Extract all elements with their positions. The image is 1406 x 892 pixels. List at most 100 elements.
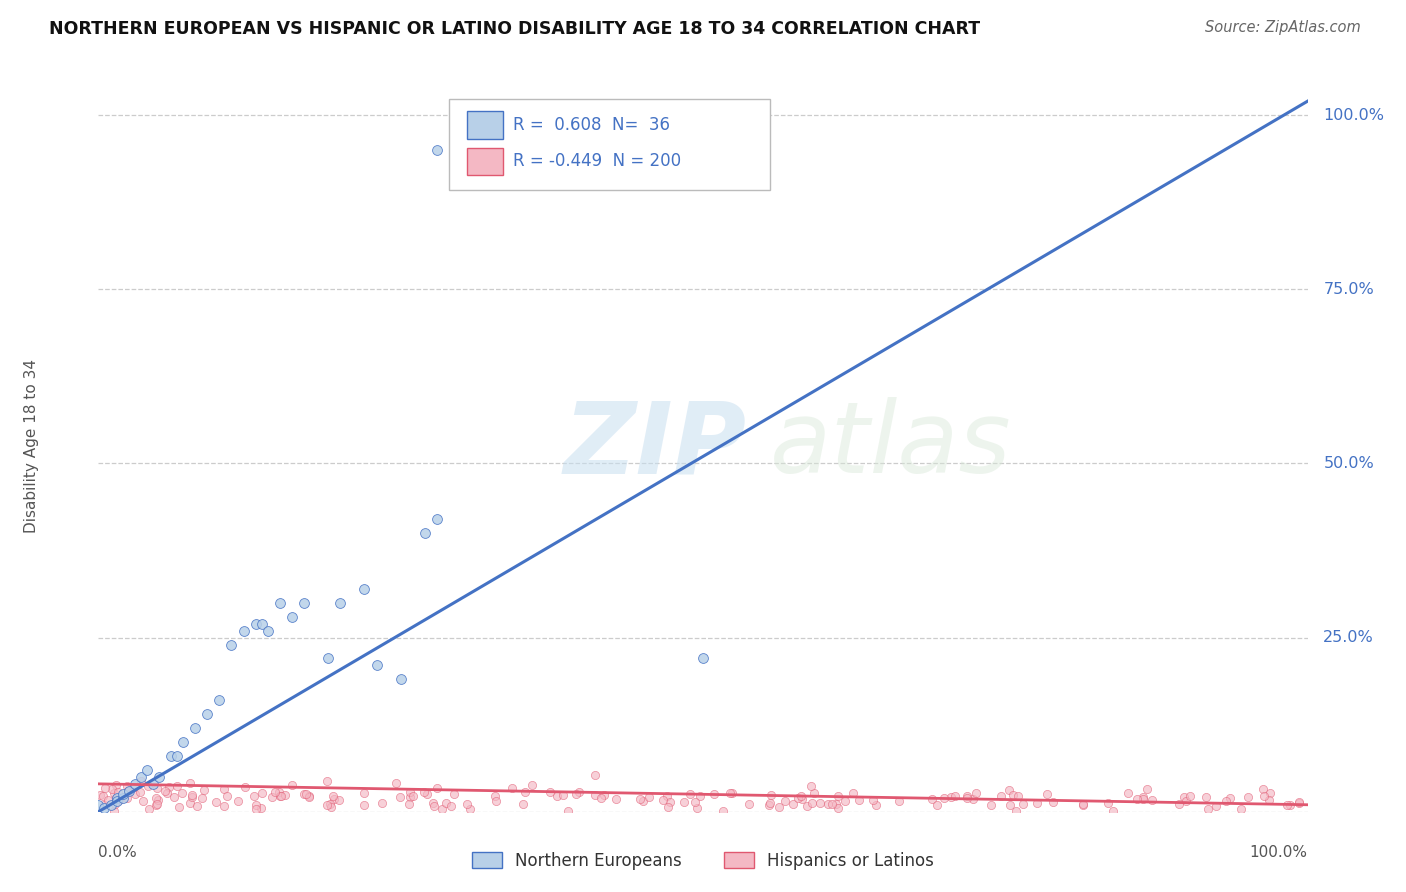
Point (122, 780, 145, 794)
Point (1258, 786, 1281, 800)
Point (512, 797, 534, 812)
Point (538, 785, 561, 799)
Point (124, 777, 146, 791)
Point (160, 749, 183, 764)
Point (172, 786, 194, 800)
Point (204, 795, 226, 809)
Point (1002, 788, 1025, 802)
Point (129, 770, 152, 784)
Point (319, 797, 342, 811)
Point (103, 786, 125, 800)
Point (353, 786, 375, 800)
Point (371, 796, 394, 810)
Point (270, 789, 292, 804)
Text: Source: ZipAtlas.com: Source: ZipAtlas.com (1205, 20, 1361, 35)
Point (250, 786, 273, 800)
Point (1140, 793, 1163, 807)
Point (956, 791, 979, 805)
Point (1237, 790, 1260, 805)
Point (927, 797, 949, 812)
Point (91, 789, 114, 803)
Point (848, 793, 870, 807)
Point (583, 768, 606, 782)
Point (790, 789, 813, 803)
Point (129, 784, 152, 798)
Point (887, 794, 910, 808)
Point (1005, 804, 1028, 818)
Point (111, 787, 134, 801)
Text: atlas: atlas (769, 398, 1011, 494)
Point (1258, 793, 1281, 807)
Point (990, 789, 1012, 803)
Point (703, 787, 725, 801)
Point (329, 596, 352, 610)
Point (520, 778, 543, 792)
Point (501, 781, 523, 796)
Point (980, 797, 1002, 812)
FancyBboxPatch shape (467, 111, 503, 139)
Point (426, 512, 449, 526)
Point (592, 788, 614, 802)
Point (215, 789, 238, 803)
Point (269, 596, 291, 610)
Point (605, 792, 627, 806)
Point (413, 526, 436, 541)
Point (1279, 797, 1302, 812)
Point (124, 788, 146, 802)
Point (93, 798, 115, 813)
Point (998, 798, 1021, 813)
Point (146, 797, 169, 811)
Text: Disability Age 18 to 34: Disability Age 18 to 34 (24, 359, 39, 533)
Point (97, 793, 120, 807)
Point (422, 799, 444, 814)
Point (105, 790, 128, 805)
Point (269, 789, 291, 804)
Point (250, 616, 273, 631)
Text: 75.0%: 75.0% (1323, 282, 1374, 297)
Point (1116, 786, 1139, 800)
Point (962, 792, 984, 806)
Point (568, 785, 591, 799)
Point (389, 790, 412, 805)
Point (1071, 797, 1094, 812)
Point (145, 797, 167, 812)
Point (353, 798, 375, 813)
Point (262, 790, 284, 805)
Text: 0.0%: 0.0% (98, 845, 138, 860)
Point (652, 793, 675, 807)
Point (193, 782, 215, 797)
Point (107, 784, 129, 798)
Point (157, 780, 180, 795)
Point (759, 788, 782, 802)
Point (1071, 797, 1094, 811)
Point (385, 775, 408, 789)
Point (328, 793, 350, 807)
Point (426, 143, 449, 157)
Point (1195, 789, 1218, 804)
Point (1132, 790, 1154, 805)
Point (166, 749, 188, 764)
Point (181, 789, 204, 804)
Point (221, 638, 243, 652)
Point (1025, 797, 1047, 811)
Point (245, 616, 267, 631)
Text: 100.0%: 100.0% (1323, 108, 1385, 122)
Point (87, 797, 110, 812)
Point (827, 801, 849, 815)
Point (1136, 781, 1159, 796)
Point (721, 786, 744, 800)
Point (366, 658, 388, 673)
Point (657, 789, 679, 803)
FancyBboxPatch shape (449, 99, 769, 190)
Point (443, 788, 465, 802)
Point (934, 791, 956, 805)
Point (153, 784, 176, 798)
Point (759, 797, 782, 811)
Point (551, 788, 574, 802)
Point (316, 651, 339, 665)
Point (589, 791, 612, 805)
Point (484, 789, 506, 803)
Point (965, 786, 987, 800)
Point (145, 781, 167, 796)
Point (214, 781, 236, 796)
